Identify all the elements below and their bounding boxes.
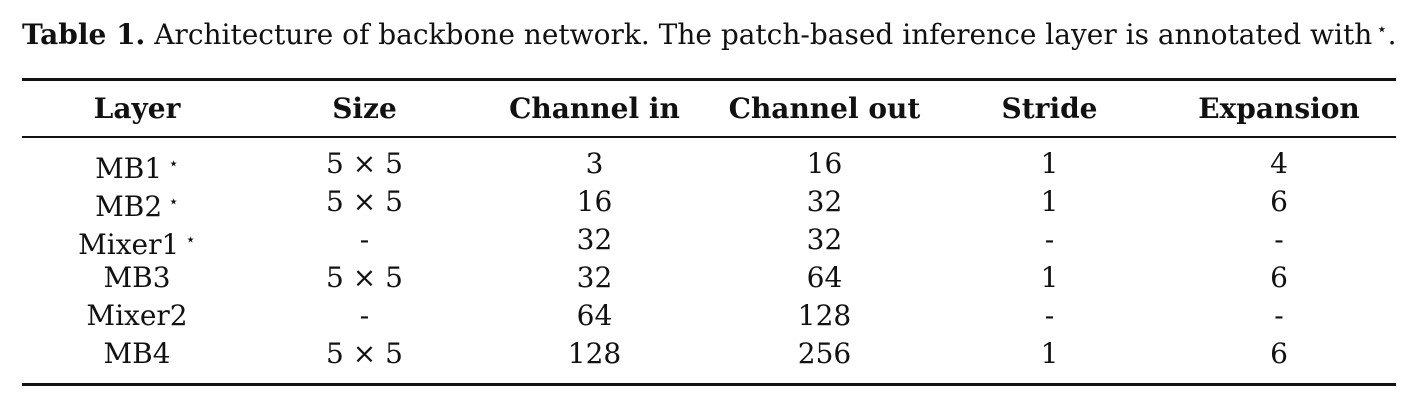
stride-cell: 1 (1040, 337, 1059, 370)
layer-name: Mixer1 (78, 228, 180, 261)
layer-name: MB3 (103, 261, 171, 294)
header-channel-in: Channel in (509, 92, 680, 125)
stride-cell: 1 (1040, 261, 1059, 294)
header-stride: Stride (1001, 92, 1098, 125)
expansion-cell: 6 (1270, 185, 1288, 218)
expansion-cell: 6 (1270, 337, 1288, 370)
patch-inference-star-mark: ⋆ (185, 230, 196, 250)
layer-name: MB4 (103, 337, 171, 370)
size-cell: 5 × 5 (326, 337, 403, 370)
layer-name: MB1 (95, 152, 163, 185)
channel-in-cell: 32 (576, 223, 613, 256)
table-top-rule (22, 78, 1396, 81)
header-size: Size (332, 92, 397, 125)
layer-cell: MB2 ⋆ (22, 183, 252, 226)
layer-name: Mixer2 (86, 299, 188, 332)
patch-inference-star-mark: ⋆ (168, 154, 179, 174)
caption-period: . (1387, 18, 1397, 51)
channel-out-cell: 128 (797, 299, 852, 332)
table-row: MB2 ⋆ 5 × 5 16 32 1 6 (22, 183, 1396, 223)
table-row: Mixer1 ⋆ - 32 32 - - (22, 221, 1396, 261)
size-cell: 5 × 5 (326, 261, 403, 294)
size-cell: - (359, 299, 370, 332)
channel-in-cell: 32 (576, 261, 613, 294)
channel-out-cell: 64 (806, 261, 843, 294)
stride-cell: 1 (1040, 185, 1059, 218)
table-row: MB3 5 × 5 32 64 1 6 (22, 259, 1396, 297)
table-bottom-rule (22, 383, 1396, 386)
expansion-cell: - (1274, 299, 1284, 332)
table-header-row: Layer Size Channel in Channel out Stride… (22, 88, 1396, 132)
channel-in-cell: 64 (576, 299, 613, 332)
size-cell: 5 × 5 (326, 185, 403, 218)
layer-cell: MB4 (22, 335, 252, 373)
expansion-cell: - (1274, 223, 1284, 256)
layer-cell: Mixer2 (22, 297, 252, 335)
channel-in-cell: 128 (567, 337, 622, 370)
table-row: MB1 ⋆ 5 × 5 3 16 1 4 (22, 145, 1396, 185)
layer-name: MB2 (95, 190, 163, 223)
stride-cell: 1 (1040, 147, 1059, 180)
layer-cell: MB3 (22, 259, 252, 297)
size-cell: 5 × 5 (326, 147, 403, 180)
channel-in-cell: 16 (576, 185, 613, 218)
caption-label: Table 1. (22, 18, 146, 51)
channel-out-cell: 32 (806, 185, 843, 218)
expansion-cell: 6 (1270, 261, 1288, 294)
header-expansion: Expansion (1198, 92, 1360, 125)
header-channel-out: Channel out (728, 92, 921, 125)
table-body: MB1 ⋆ 5 × 5 3 16 1 4 MB2 ⋆ 5 × 5 16 32 1 6… (22, 145, 1396, 377)
layer-cell: Mixer1 ⋆ (22, 221, 252, 264)
table-header-rule (22, 136, 1396, 138)
channel-out-cell: 16 (806, 147, 843, 180)
channel-in-cell: 3 (585, 147, 604, 180)
table-row: Mixer2 - 64 128 - - (22, 297, 1396, 335)
channel-out-cell: 256 (797, 337, 852, 370)
stride-cell: - (1044, 223, 1055, 256)
layer-cell: MB1 ⋆ (22, 145, 252, 188)
table-caption: Table 1. Architecture of backbone networ… (22, 10, 1396, 55)
caption-star-mark: ⋆ (1376, 19, 1388, 40)
expansion-cell: 4 (1270, 147, 1288, 180)
stride-cell: - (1044, 299, 1055, 332)
caption-text: Architecture of backbone network. The pa… (145, 18, 1373, 51)
patch-inference-star-mark: ⋆ (168, 192, 179, 212)
header-layer: Layer (93, 92, 181, 125)
table-row: MB4 5 × 5 128 256 1 6 (22, 335, 1396, 373)
channel-out-cell: 32 (806, 223, 843, 256)
size-cell: - (359, 223, 370, 256)
